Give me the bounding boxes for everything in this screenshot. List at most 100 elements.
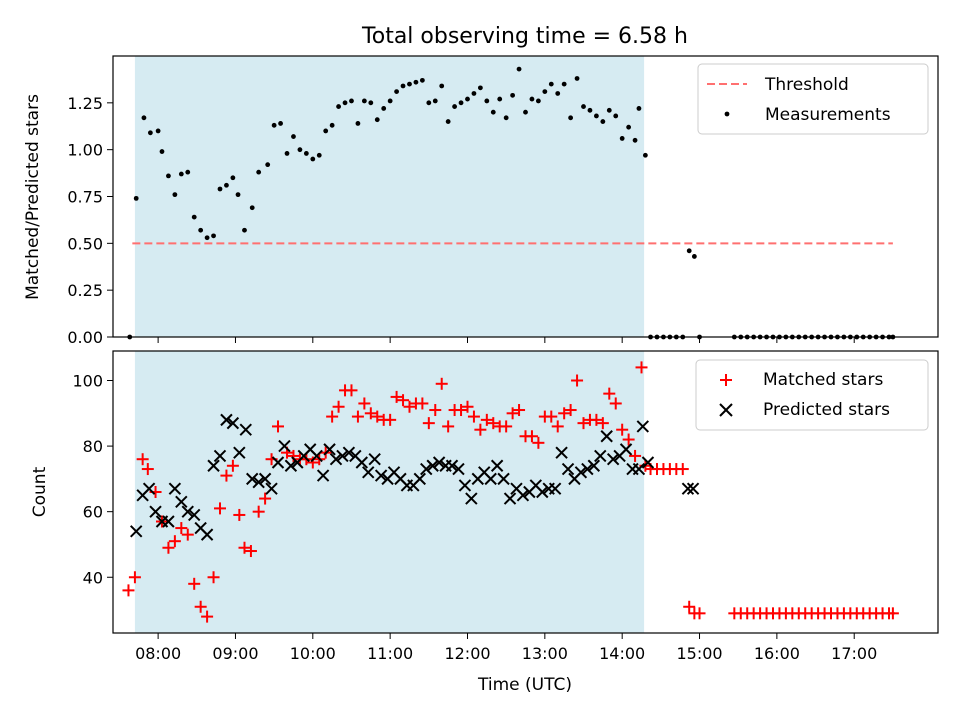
predicted-star-stroke	[516, 489, 530, 502]
measurement-point	[613, 113, 619, 119]
predicted-star-point	[284, 459, 298, 472]
predicted-star-stroke	[310, 449, 323, 463]
predicted-star-point	[619, 443, 633, 456]
measurement-point	[387, 98, 393, 104]
predicted-star-point	[129, 525, 143, 538]
predicted-star-stroke	[548, 482, 562, 495]
predicted-star-stroke	[162, 515, 175, 528]
predicted-star-stroke	[284, 459, 298, 472]
legend-matched-label: Matched stars	[763, 370, 883, 390]
predicted-star-point	[265, 482, 278, 495]
matched-star-point	[220, 469, 233, 482]
bottom-legend: Matched stars Predicted stars	[695, 359, 929, 431]
predicted-star-point	[594, 449, 607, 463]
predicted-star-stroke	[368, 453, 381, 466]
bottom-x-tick-label: 15:00	[676, 644, 722, 663]
matched-star-point	[558, 407, 571, 420]
matched-star-point	[141, 463, 154, 476]
predicted-star-point	[252, 475, 265, 489]
measurement-point	[329, 122, 335, 128]
legend-predicted-label: Predicted stars	[763, 400, 890, 420]
matched-star-point	[345, 384, 358, 397]
predicted-star-stroke	[246, 472, 259, 486]
measurement-point	[510, 92, 516, 98]
predicted-star-point	[497, 472, 510, 486]
matched-star-point	[442, 420, 455, 433]
measurement-point	[310, 156, 316, 162]
predicted-star-stroke	[239, 423, 252, 436]
matched-star-point	[564, 404, 577, 417]
measurement-point	[155, 128, 161, 134]
matched-star-point	[136, 453, 149, 466]
predicted-star-point	[503, 492, 517, 505]
predicted-star-stroke	[316, 469, 330, 482]
bottom-frame	[112, 350, 939, 634]
top-legend-box	[697, 63, 929, 135]
measurement-point	[355, 121, 361, 126]
measurement-point	[581, 104, 586, 109]
measurement-point	[686, 248, 692, 254]
predicted-star-stroke	[503, 492, 517, 505]
matched-star-point	[416, 397, 429, 410]
measurement-point	[626, 124, 632, 130]
predicted-star-point	[420, 462, 433, 476]
measurement-point	[400, 83, 406, 89]
matched-star-point	[168, 535, 181, 548]
predicted-star-stroke	[142, 482, 156, 495]
measurement-point	[407, 81, 412, 87]
measurement-point	[249, 205, 255, 211]
matched-star-point	[213, 502, 226, 515]
matched-star-point	[201, 610, 214, 623]
measurement-point	[529, 96, 535, 102]
predicted-star-stroke	[484, 472, 497, 486]
predicted-star-stroke	[574, 466, 588, 479]
predicted-star-stroke	[175, 495, 188, 509]
matched-star-point	[532, 436, 545, 449]
matched-star-point	[609, 397, 622, 410]
matched-star-point	[577, 417, 590, 430]
top-panel: 0.00 0.25 0.50 0.75 1.00 1.25 Matched/Predict…	[23, 55, 939, 347]
matched-star-point	[461, 400, 474, 413]
predicted-star-stroke	[362, 466, 375, 479]
predicted-star-stroke	[432, 456, 446, 469]
matched-star-point	[351, 410, 364, 423]
measurement-point	[465, 96, 470, 102]
predicted-star-point	[310, 449, 323, 463]
predicted-star-point	[458, 479, 472, 492]
matched-star-point	[629, 449, 642, 462]
bottom-x-tick-label: 16:00	[754, 644, 800, 663]
bottom-y-tick-label: 80	[83, 437, 103, 456]
matched-star-point	[525, 430, 538, 443]
top-y-tick-label: 1.00	[67, 141, 103, 160]
bottom-x-tick-label: 08:00	[135, 644, 181, 663]
matched-star-point	[364, 407, 377, 420]
matched-star-point	[188, 577, 201, 590]
bottom-x-tick-label: 10:00	[290, 644, 336, 663]
measurement-point	[198, 227, 204, 233]
matched-star-point	[435, 377, 448, 390]
predicted-star-stroke	[686, 482, 700, 495]
measurement-point	[593, 113, 599, 119]
matched-star-point	[207, 571, 220, 584]
matched-star-point	[676, 463, 689, 476]
measurement-point	[217, 186, 223, 192]
measurement-point	[141, 115, 147, 121]
legend-threshold-label: Threshold	[764, 75, 849, 95]
top-x-axis-ticks	[157, 337, 855, 343]
predicted-star-stroke	[336, 449, 349, 463]
predicted-star-stroke	[478, 466, 491, 479]
top-y-tick-label: 1.25	[67, 94, 103, 113]
matched-star-point	[272, 420, 284, 433]
matched-star-point	[422, 417, 435, 430]
top-y-tick-label: 0.25	[67, 281, 103, 300]
measurement-point	[224, 182, 229, 188]
predicted-star-point	[606, 453, 620, 466]
predicted-star-stroke	[188, 508, 201, 522]
measurement-point	[691, 254, 697, 259]
bottom-x-tick-label: 17:00	[831, 644, 877, 663]
measurement-point	[185, 169, 191, 175]
measurement-point	[471, 91, 477, 96]
predicted-star-point	[200, 528, 214, 541]
predicted-star-stroke	[465, 492, 478, 505]
measurement-point	[516, 66, 522, 72]
